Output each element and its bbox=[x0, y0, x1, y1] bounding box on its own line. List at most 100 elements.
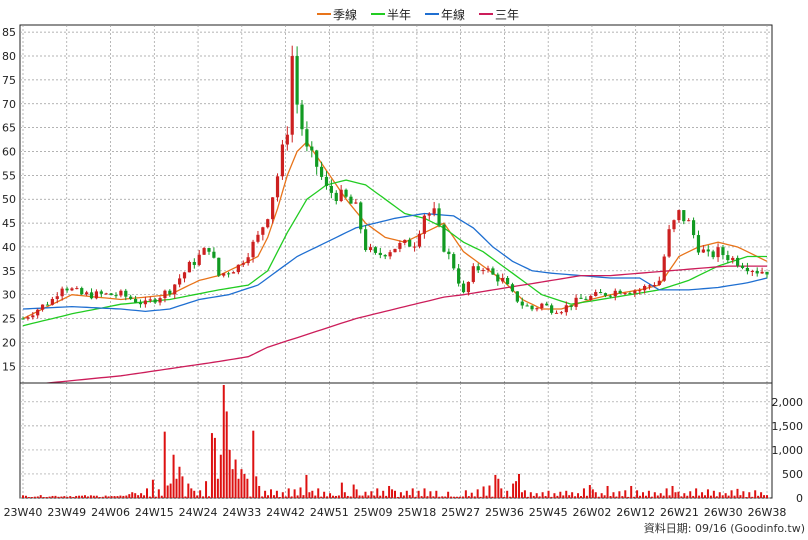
volume-bar bbox=[181, 476, 184, 498]
volume-bar bbox=[379, 495, 382, 498]
volume-bar bbox=[175, 478, 178, 498]
volume-bar bbox=[128, 494, 131, 498]
candle-body bbox=[217, 257, 221, 276]
volume-bar bbox=[231, 469, 234, 498]
volume-bar bbox=[739, 495, 742, 498]
price-tick-label: 85 bbox=[2, 26, 16, 39]
x-tick-label: 25W27 bbox=[441, 506, 480, 519]
volume-bar bbox=[110, 496, 113, 498]
candle-body bbox=[633, 290, 637, 294]
volume-bar bbox=[137, 495, 140, 498]
volume-bar bbox=[213, 437, 216, 498]
candle-body bbox=[422, 215, 426, 234]
candle-body bbox=[716, 247, 720, 258]
volume-bar bbox=[745, 497, 748, 498]
price-tick-label: 60 bbox=[2, 145, 16, 158]
candle-body bbox=[452, 254, 456, 269]
volume-bar bbox=[196, 495, 199, 498]
volume-tick-label: 2,000 bbox=[772, 396, 804, 409]
candle-body bbox=[393, 248, 397, 253]
candle-body bbox=[295, 56, 299, 105]
volume-bar bbox=[494, 474, 497, 498]
volume-bar bbox=[447, 491, 450, 498]
volume-bar bbox=[222, 385, 225, 498]
volume-bar bbox=[376, 488, 379, 498]
candle-body bbox=[569, 305, 573, 307]
volume-bar bbox=[270, 489, 272, 498]
volume-bar bbox=[255, 476, 258, 498]
candle-body bbox=[437, 208, 441, 225]
candle-body bbox=[21, 318, 25, 320]
volume-bars bbox=[22, 385, 768, 498]
candle-body bbox=[613, 290, 617, 297]
volume-bar bbox=[603, 495, 606, 498]
volume-bar bbox=[296, 495, 299, 498]
volume-bar bbox=[278, 497, 281, 498]
volume-bar bbox=[122, 495, 125, 498]
volume-bar bbox=[529, 492, 532, 498]
candle-body bbox=[726, 255, 730, 261]
volume-tick-label: 500 bbox=[782, 468, 803, 481]
candle-body bbox=[442, 224, 446, 252]
candle-body bbox=[251, 241, 255, 258]
candle-body bbox=[138, 302, 143, 305]
candle-body bbox=[202, 248, 206, 255]
volume-bar bbox=[370, 491, 373, 498]
candle-body bbox=[266, 219, 270, 228]
price-tick-label: 45 bbox=[2, 217, 16, 230]
volume-bar bbox=[695, 488, 698, 498]
candle-body bbox=[682, 210, 686, 222]
volume-bar bbox=[302, 495, 305, 498]
candle-body bbox=[608, 295, 612, 297]
price-plot-area bbox=[19, 24, 773, 384]
volume-bar bbox=[258, 485, 261, 498]
candle-body bbox=[256, 234, 260, 242]
legend-label-1: 半年 bbox=[387, 8, 411, 22]
candle-body bbox=[36, 309, 40, 316]
candle-body bbox=[99, 291, 103, 294]
volume-bar bbox=[320, 496, 323, 498]
volume-bar bbox=[650, 496, 653, 498]
volume-bar bbox=[677, 491, 680, 498]
volume-bar bbox=[243, 473, 246, 498]
volume-bar bbox=[438, 496, 441, 498]
candle-body bbox=[721, 247, 725, 256]
candle-body bbox=[275, 176, 280, 198]
candle-body bbox=[550, 305, 554, 313]
volume-bar bbox=[157, 489, 160, 498]
volume-bar bbox=[119, 495, 122, 498]
volume-bar bbox=[506, 490, 509, 498]
volume-bar bbox=[718, 492, 721, 498]
volume-bar bbox=[414, 496, 417, 498]
volume-bar bbox=[352, 484, 355, 498]
volume-bar bbox=[48, 496, 51, 498]
volume-bar bbox=[456, 496, 458, 498]
volume-bar bbox=[42, 497, 45, 498]
candle-body bbox=[510, 284, 515, 292]
volume-bar bbox=[582, 488, 585, 498]
price-y-axis: 15 20 25 30 35 40 45 50 55 60 65 70 75 80 85 bbox=[2, 26, 16, 373]
volume-bar bbox=[340, 482, 343, 498]
volume-bar bbox=[60, 496, 63, 498]
volume-bar bbox=[72, 496, 75, 498]
candle-body bbox=[584, 298, 588, 300]
candle-body bbox=[530, 305, 534, 310]
volume-bar bbox=[701, 492, 704, 498]
volume-bar bbox=[721, 495, 724, 498]
candle-body bbox=[241, 263, 245, 265]
volume-bar bbox=[591, 489, 594, 498]
volume-bar bbox=[450, 496, 453, 498]
volume-bar bbox=[627, 496, 630, 498]
volume-bar bbox=[75, 495, 78, 498]
volume-bar bbox=[556, 495, 559, 498]
candle-body bbox=[711, 251, 715, 258]
x-tick-label: 24W06 bbox=[91, 506, 130, 519]
candle-body bbox=[496, 274, 500, 282]
candle-body bbox=[486, 268, 490, 270]
price-tick-label: 25 bbox=[2, 313, 16, 326]
volume-bar bbox=[125, 495, 128, 498]
volume-bar bbox=[429, 491, 432, 498]
candle-body bbox=[212, 251, 216, 258]
volume-bar bbox=[382, 490, 385, 498]
